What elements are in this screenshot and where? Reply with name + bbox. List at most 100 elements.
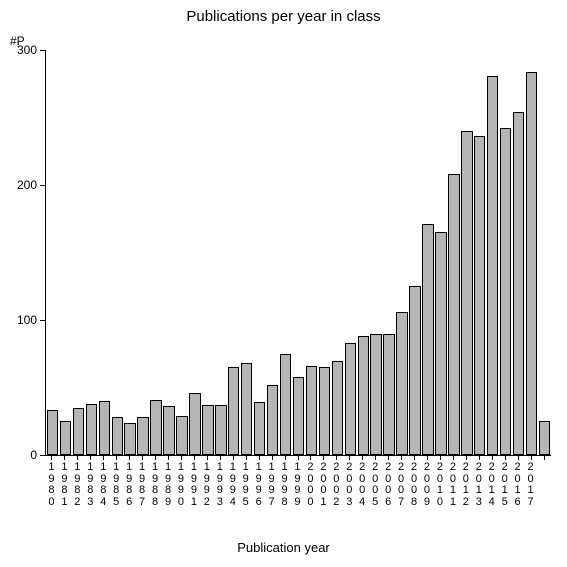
x-tick-label: 2 0 1 4 — [485, 462, 498, 508]
bar — [124, 423, 135, 455]
y-tick-mark — [40, 320, 45, 321]
x-tick-label: 2 0 0 1 — [317, 462, 330, 508]
bar — [202, 405, 213, 455]
x-tick-label: 2 0 0 4 — [356, 462, 369, 508]
bar — [345, 343, 356, 455]
y-tick-label: 0 — [30, 448, 37, 462]
y-tick-label: 200 — [17, 178, 37, 192]
bar — [99, 401, 110, 455]
bar — [539, 421, 550, 455]
bar — [526, 72, 537, 455]
x-tick-label: 1 9 8 8 — [149, 462, 162, 508]
bar — [383, 334, 394, 456]
y-tick-mark — [40, 185, 45, 186]
bar — [112, 417, 123, 455]
bar — [163, 406, 174, 455]
x-tick-label: 1 9 9 6 — [252, 462, 265, 508]
x-tick-mark — [531, 455, 532, 460]
x-tick-label: 1 9 9 9 — [291, 462, 304, 508]
x-tick-mark — [336, 455, 337, 460]
bar — [47, 410, 58, 455]
x-tick-label: 1 9 9 7 — [265, 462, 278, 508]
bar — [409, 286, 420, 455]
x-tick-mark — [388, 455, 389, 460]
x-tick-label: 2 0 1 5 — [498, 462, 511, 508]
x-tick-mark — [362, 455, 363, 460]
x-tick-label: 2 0 0 7 — [395, 462, 408, 508]
bar — [150, 400, 161, 455]
x-tick-label: 1 9 8 2 — [71, 462, 84, 508]
bar — [254, 402, 265, 455]
x-tick-mark — [142, 455, 143, 460]
bar — [500, 128, 511, 455]
bar — [267, 385, 278, 455]
y-tick-label: 100 — [17, 313, 37, 327]
x-tick-mark — [155, 455, 156, 460]
x-tick-mark — [90, 455, 91, 460]
x-tick-mark — [207, 455, 208, 460]
x-tick-mark — [518, 455, 519, 460]
x-tick-mark — [427, 455, 428, 460]
x-tick-label: 1 9 8 5 — [110, 462, 123, 508]
x-tick-mark — [194, 455, 195, 460]
x-tick-mark — [466, 455, 467, 460]
x-tick-mark — [246, 455, 247, 460]
x-tick-mark — [233, 455, 234, 460]
bar — [73, 408, 84, 455]
x-tick-mark — [492, 455, 493, 460]
bar — [280, 354, 291, 455]
x-tick-mark — [181, 455, 182, 460]
x-tick-label: 1 9 8 6 — [123, 462, 136, 508]
x-tick-label: 1 9 8 3 — [84, 462, 97, 508]
x-tick-mark — [453, 455, 454, 460]
y-tick-mark — [40, 50, 45, 51]
x-tick-mark — [116, 455, 117, 460]
bar — [358, 336, 369, 455]
x-tick-label: 2 0 0 6 — [382, 462, 395, 508]
x-tick-label: 1 9 9 5 — [239, 462, 252, 508]
x-tick-mark — [129, 455, 130, 460]
bar — [513, 112, 524, 455]
x-tick-mark — [505, 455, 506, 460]
y-tick-mark — [40, 455, 45, 456]
x-tick-label: 1 9 9 4 — [226, 462, 239, 508]
x-tick-mark — [414, 455, 415, 460]
x-tick-label: 1 9 9 3 — [213, 462, 226, 508]
x-tick-label: 1 9 8 4 — [97, 462, 110, 508]
x-tick-label: 2 0 1 0 — [433, 462, 446, 508]
x-tick-mark — [259, 455, 260, 460]
x-tick-mark — [220, 455, 221, 460]
x-tick-label: 2 0 0 9 — [421, 462, 434, 508]
bar — [448, 174, 459, 455]
x-tick-mark — [375, 455, 376, 460]
x-tick-mark — [401, 455, 402, 460]
bar — [461, 131, 472, 455]
bar — [319, 367, 330, 455]
x-tick-mark — [168, 455, 169, 460]
bar — [86, 404, 97, 455]
plot-area — [45, 50, 551, 456]
x-tick-label: 2 0 1 7 — [524, 462, 537, 508]
bar — [474, 136, 485, 455]
x-tick-mark — [298, 455, 299, 460]
x-tick-label: 2 0 1 3 — [472, 462, 485, 508]
y-tick-label: 300 — [17, 43, 37, 57]
x-tick-label: 1 9 8 0 — [45, 462, 58, 508]
x-tick-label: 1 9 9 2 — [200, 462, 213, 508]
bar-chart: Publications per year in class #P Public… — [0, 0, 567, 567]
x-tick-label: 1 9 9 0 — [174, 462, 187, 508]
x-tick-label: 2 0 1 1 — [446, 462, 459, 508]
x-tick-label: 2 0 0 3 — [343, 462, 356, 508]
x-tick-label: 1 9 9 1 — [187, 462, 200, 508]
x-tick-label: 2 0 0 2 — [330, 462, 343, 508]
bar — [422, 224, 433, 455]
x-tick-mark — [272, 455, 273, 460]
x-tick-label: 1 9 8 9 — [162, 462, 175, 508]
x-tick-mark — [440, 455, 441, 460]
bar — [396, 312, 407, 455]
x-tick-label: 1 9 9 8 — [278, 462, 291, 508]
bar — [60, 421, 71, 455]
bar — [306, 366, 317, 455]
x-tick-mark — [285, 455, 286, 460]
x-tick-mark — [103, 455, 104, 460]
